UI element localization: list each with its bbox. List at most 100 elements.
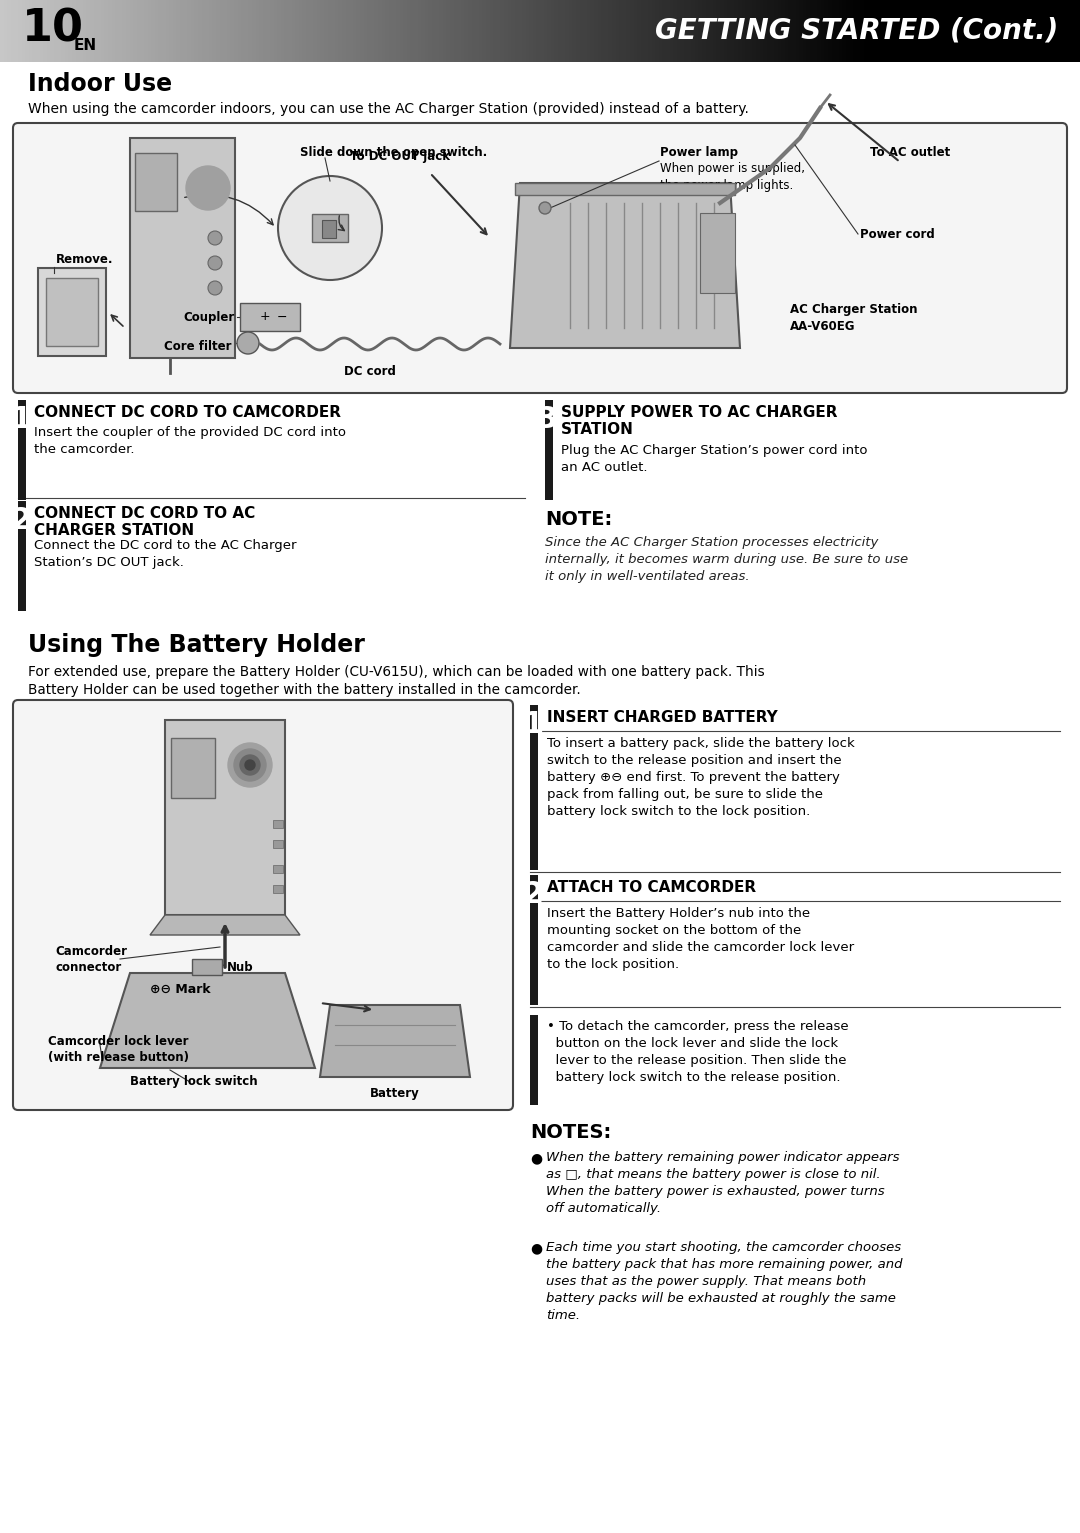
Bar: [759, 0, 765, 61]
Bar: [176, 0, 181, 61]
Bar: [940, 0, 944, 61]
Bar: [171, 737, 215, 799]
Bar: [1023, 0, 1027, 61]
Bar: [273, 840, 283, 848]
Bar: [97, 0, 102, 61]
Text: INSERT CHARGED BATTERY: INSERT CHARGED BATTERY: [546, 710, 778, 725]
Bar: [700, 213, 735, 293]
Bar: [248, 0, 253, 61]
Bar: [468, 0, 473, 61]
Bar: [159, 0, 163, 61]
Text: To insert a battery pack, slide the battery lock
switch to the release position : To insert a battery pack, slide the batt…: [546, 737, 854, 819]
Bar: [72, 0, 77, 61]
Bar: [1048, 0, 1052, 61]
Bar: [612, 0, 617, 61]
Text: ●: ●: [530, 1151, 542, 1165]
Bar: [191, 0, 195, 61]
FancyBboxPatch shape: [13, 123, 1067, 392]
Bar: [583, 0, 588, 61]
Bar: [508, 0, 512, 61]
Bar: [126, 0, 131, 61]
Bar: [386, 0, 390, 61]
Bar: [216, 0, 220, 61]
Bar: [324, 0, 328, 61]
Bar: [896, 0, 901, 61]
Bar: [346, 0, 350, 61]
Bar: [964, 0, 970, 61]
Bar: [100, 0, 106, 61]
Text: Core filter: Core filter: [164, 339, 232, 353]
Bar: [720, 0, 725, 61]
Bar: [961, 0, 966, 61]
Text: 2: 2: [11, 506, 31, 535]
Bar: [25, 0, 30, 61]
Bar: [130, 0, 134, 61]
Bar: [38, 268, 106, 356]
Bar: [983, 0, 987, 61]
Bar: [576, 0, 581, 61]
Bar: [1058, 0, 1063, 61]
Bar: [767, 0, 771, 61]
Bar: [950, 0, 955, 61]
Bar: [262, 0, 268, 61]
Text: +: +: [259, 311, 270, 323]
Bar: [270, 0, 274, 61]
Bar: [1018, 0, 1024, 61]
Text: Insert the Battery Holder’s nub into the
mounting socket on the bottom of the
ca: Insert the Battery Holder’s nub into the…: [546, 908, 854, 970]
Bar: [1055, 0, 1059, 61]
Bar: [616, 0, 620, 61]
Bar: [637, 0, 642, 61]
Text: EN: EN: [75, 38, 97, 54]
Bar: [1040, 0, 1045, 61]
Bar: [670, 0, 674, 61]
Bar: [832, 0, 836, 61]
Bar: [608, 0, 613, 61]
Bar: [929, 0, 933, 61]
Bar: [170, 0, 174, 61]
Bar: [926, 0, 930, 61]
Bar: [224, 0, 228, 61]
Bar: [389, 0, 393, 61]
Bar: [321, 0, 325, 61]
Circle shape: [237, 333, 259, 354]
Bar: [256, 0, 260, 61]
Bar: [360, 0, 365, 61]
Bar: [904, 0, 908, 61]
Bar: [154, 0, 160, 61]
Bar: [694, 0, 700, 61]
Bar: [1015, 0, 1020, 61]
Bar: [799, 0, 804, 61]
Bar: [548, 0, 552, 61]
Text: • To detach the camcorder, press the release
  button on the lock lever and slid: • To detach the camcorder, press the rel…: [546, 1019, 849, 1084]
Text: 2: 2: [523, 880, 543, 909]
Bar: [810, 0, 814, 61]
Bar: [727, 0, 732, 61]
Bar: [889, 0, 894, 61]
Bar: [234, 0, 239, 61]
Circle shape: [192, 172, 224, 204]
Bar: [478, 0, 484, 61]
Text: When power is supplied,
the power lamp lights.: When power is supplied, the power lamp l…: [660, 162, 805, 192]
Text: GETTING STARTED (Cont.): GETTING STARTED (Cont.): [654, 17, 1058, 44]
Polygon shape: [100, 973, 315, 1069]
Bar: [958, 0, 962, 61]
Bar: [180, 0, 185, 61]
Bar: [46, 277, 98, 346]
Bar: [742, 0, 746, 61]
Bar: [327, 0, 333, 61]
Bar: [475, 0, 480, 61]
Bar: [954, 0, 959, 61]
Bar: [486, 0, 490, 61]
Bar: [1004, 0, 1009, 61]
Bar: [65, 0, 69, 61]
Text: Since the AC Charger Station processes electricity
internally, it becomes warm d: Since the AC Charger Station processes e…: [545, 537, 908, 583]
Bar: [932, 0, 937, 61]
Bar: [807, 0, 811, 61]
Bar: [494, 0, 498, 61]
Bar: [292, 0, 296, 61]
Bar: [500, 0, 505, 61]
Bar: [796, 0, 800, 61]
Bar: [68, 0, 73, 61]
Bar: [986, 0, 991, 61]
Bar: [684, 0, 689, 61]
